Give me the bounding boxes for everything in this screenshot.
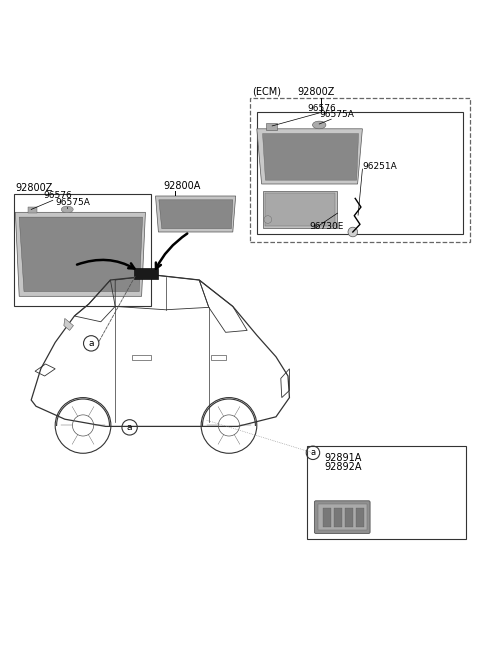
- Text: 96251A: 96251A: [362, 161, 397, 171]
- Text: 96576: 96576: [307, 104, 336, 113]
- Text: 92892A: 92892A: [324, 462, 361, 472]
- Polygon shape: [263, 134, 359, 180]
- Bar: [263, 191, 337, 228]
- Polygon shape: [19, 217, 143, 291]
- Bar: [356, 508, 364, 527]
- Ellipse shape: [312, 121, 326, 129]
- Text: 96730E: 96730E: [310, 222, 344, 231]
- Polygon shape: [15, 213, 145, 297]
- Polygon shape: [156, 196, 236, 232]
- Bar: [265, 193, 335, 226]
- Bar: [132, 356, 151, 360]
- Text: 92891A: 92891A: [324, 453, 361, 463]
- Bar: [334, 508, 342, 527]
- Text: a: a: [311, 448, 315, 457]
- Bar: [307, 445, 466, 539]
- Text: a: a: [127, 423, 132, 432]
- Bar: [318, 504, 367, 530]
- Bar: [323, 508, 331, 527]
- Bar: [211, 356, 226, 360]
- Text: a: a: [88, 339, 94, 348]
- Bar: [345, 508, 353, 527]
- Bar: [14, 194, 151, 306]
- Polygon shape: [159, 200, 233, 229]
- Circle shape: [264, 216, 272, 223]
- Bar: [134, 268, 158, 279]
- Circle shape: [348, 227, 358, 237]
- Text: 92800Z: 92800Z: [16, 182, 53, 193]
- Text: 96575A: 96575A: [55, 197, 90, 207]
- Text: 92800A: 92800A: [163, 180, 201, 191]
- Text: 92800Z: 92800Z: [298, 87, 335, 96]
- Bar: [257, 112, 463, 234]
- Text: 96575A: 96575A: [319, 110, 354, 119]
- Polygon shape: [64, 318, 73, 331]
- Text: (ECM): (ECM): [252, 87, 281, 96]
- Ellipse shape: [61, 206, 73, 213]
- Bar: [250, 98, 470, 241]
- Bar: [28, 207, 37, 213]
- Polygon shape: [257, 129, 362, 184]
- FancyBboxPatch shape: [314, 501, 370, 533]
- Bar: [266, 123, 277, 130]
- Text: 96576: 96576: [43, 192, 72, 200]
